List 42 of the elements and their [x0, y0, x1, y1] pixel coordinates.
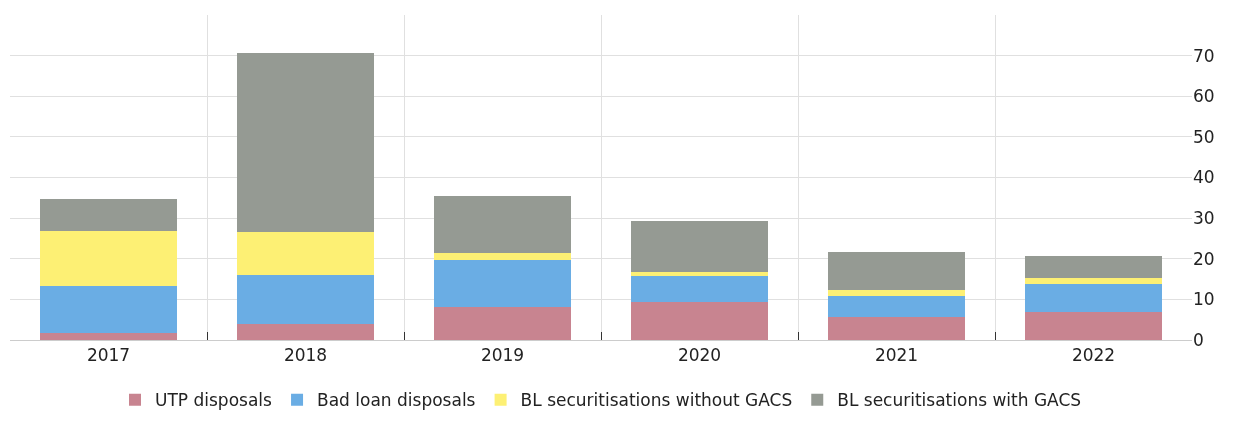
- bar: [827, 290, 966, 296]
- bar: [433, 195, 572, 254]
- x-tick-label: 2018: [283, 345, 328, 366]
- y-tick-label: 30: [1193, 208, 1215, 229]
- y-tick-label: 40: [1193, 167, 1215, 188]
- bar: [433, 259, 572, 307]
- bar: [827, 251, 966, 291]
- bar: [236, 53, 375, 232]
- bar: [630, 271, 769, 276]
- legend-label: Bad loan disposals: [317, 390, 476, 411]
- y-tick-label: 60: [1193, 86, 1215, 107]
- legend-label: BL securitisations with GACS: [837, 390, 1082, 411]
- bar: [39, 332, 178, 340]
- bar: [1024, 311, 1163, 340]
- y-tick-label: 70: [1193, 45, 1215, 66]
- legend-label: UTP disposals: [155, 390, 273, 411]
- bar: [827, 295, 966, 317]
- legend-label: BL securitisations without GACS: [520, 390, 793, 411]
- x-tick-label: 2020: [677, 345, 722, 366]
- bar: [827, 316, 966, 340]
- bar: [630, 220, 769, 272]
- bar: [1024, 283, 1163, 312]
- y-tick-label: 10: [1193, 289, 1215, 310]
- bar: [236, 275, 375, 324]
- bar: [236, 231, 375, 276]
- x-tick-label: 2019: [480, 345, 525, 366]
- x-tick-label: 2017: [86, 345, 131, 366]
- bar: [630, 275, 769, 302]
- bar: [39, 231, 178, 286]
- y-tick-label: 0: [1193, 329, 1204, 350]
- bar: [433, 253, 572, 260]
- bar: [1024, 256, 1163, 278]
- x-tick-label: 2021: [874, 345, 919, 366]
- x-tick-label: 2022: [1071, 345, 1116, 366]
- bar: [1024, 277, 1163, 284]
- bar: [236, 323, 375, 340]
- y-tick-label: 50: [1193, 126, 1215, 147]
- bar: [39, 198, 178, 232]
- bar: [433, 306, 572, 340]
- bar: [39, 285, 178, 333]
- bar: [630, 301, 769, 340]
- y-tick-label: 20: [1193, 248, 1215, 269]
